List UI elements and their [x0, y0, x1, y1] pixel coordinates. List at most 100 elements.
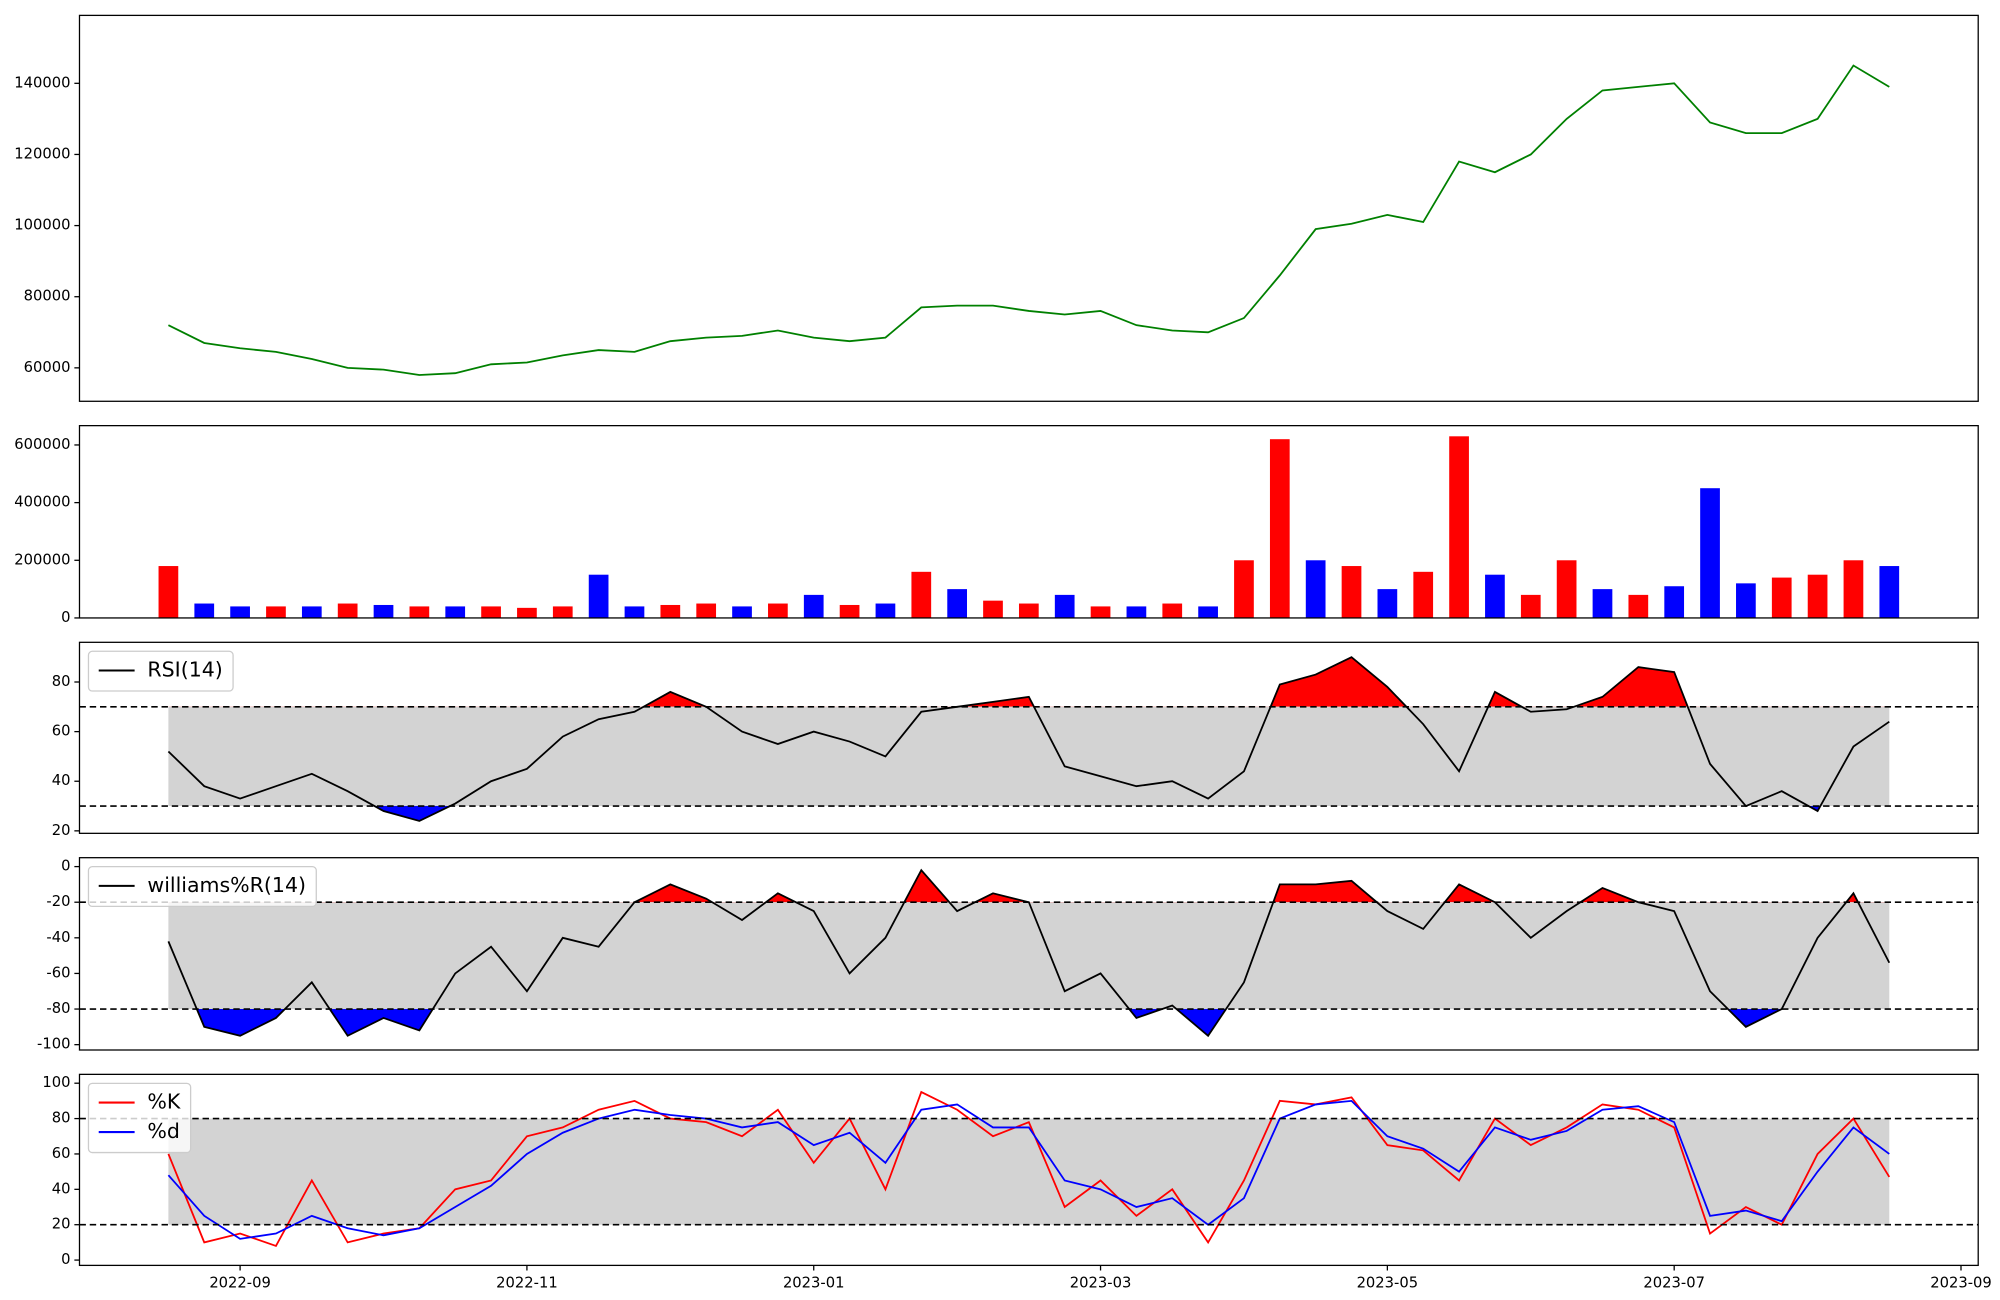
volume-bar	[1413, 571, 1434, 618]
volume-bar	[1090, 606, 1111, 618]
volume-bar	[875, 603, 896, 618]
y-tick-label: 60	[52, 723, 71, 740]
volume-bar	[1305, 560, 1326, 618]
threshold-band	[168, 706, 1890, 807]
legend-label: %d	[147, 1119, 180, 1143]
legend-label: williams%R(14)	[147, 873, 306, 897]
volume-bar	[1807, 574, 1828, 618]
legend: williams%R(14)	[87, 866, 317, 908]
threshold-band	[168, 902, 1890, 1010]
panel-frame	[78, 641, 1979, 834]
volume-bar	[1341, 566, 1362, 618]
volume-bar	[301, 606, 322, 618]
y-tick-label: 400000	[14, 494, 70, 511]
volume-bar	[1018, 603, 1039, 618]
plot-area	[79, 868, 1979, 1038]
y-tick-label: -60	[46, 964, 70, 981]
volume-bar	[1485, 574, 1505, 618]
volume-bar	[1520, 594, 1541, 618]
volume-bar	[1054, 594, 1075, 618]
series-line	[167, 1090, 1891, 1248]
x-tick-label: 2023-09	[1930, 1274, 1992, 1291]
volume-bar	[1664, 586, 1685, 618]
threshold-band	[168, 1118, 1890, 1225]
volume-bar	[1377, 589, 1398, 618]
y-tick-label: 60	[52, 1145, 71, 1162]
volume-bar	[266, 606, 286, 618]
legend-box	[87, 1082, 192, 1154]
y-tick-label: -80	[46, 1000, 70, 1017]
volume-bar	[624, 606, 645, 618]
volume-bar	[517, 607, 537, 618]
y-tick-label: 0	[61, 609, 70, 626]
volume-bar	[1269, 439, 1290, 618]
y-tick-label: 600000	[14, 436, 70, 453]
volume-bar	[1771, 577, 1792, 618]
volume-bar	[373, 604, 394, 618]
volume-bar	[839, 604, 860, 618]
volume-bar	[481, 606, 501, 618]
y-tick-label: 80000	[24, 288, 71, 305]
volume-bar	[1198, 606, 1218, 618]
x-tick-label: 2022-11	[496, 1274, 558, 1291]
panel-frame	[78, 425, 1979, 619]
volume-bar	[732, 606, 752, 618]
volume-bar	[1843, 560, 1864, 618]
y-tick-label: 100	[42, 1074, 70, 1091]
y-tick-label: 0	[61, 858, 70, 875]
y-tick-label: 200000	[14, 551, 70, 568]
y-tick-label: 40	[52, 1180, 71, 1197]
x-tick-label: 2023-05	[1357, 1274, 1419, 1291]
series-line	[167, 1099, 1890, 1240]
volume-bar	[947, 589, 968, 618]
y-tick-label: 20	[52, 1216, 71, 1233]
volume-bar	[588, 574, 609, 618]
volume-bar	[1592, 589, 1613, 618]
volume-bar	[1700, 488, 1720, 618]
x-tick-label: 2023-01	[783, 1274, 845, 1291]
volume-bar	[1126, 606, 1147, 618]
overbought-fill	[168, 870, 1890, 903]
y-tick-label: 20	[52, 822, 71, 839]
y-tick-label: 140000	[14, 74, 70, 91]
volume-bar	[445, 606, 466, 618]
volume-bar	[230, 606, 250, 618]
y-tick-label: -20	[46, 893, 70, 910]
series-line	[167, 656, 1890, 822]
volume-bar	[768, 603, 788, 618]
oversold-fill	[168, 1009, 1890, 1036]
y-tick-label: 120000	[14, 145, 70, 162]
volume-bar	[803, 594, 824, 618]
volume-bar	[552, 606, 573, 618]
volume-bar	[158, 566, 179, 618]
panel-frame	[78, 14, 1979, 402]
y-tick-label: 0	[61, 1251, 70, 1268]
y-tick-label: 80	[52, 1110, 71, 1127]
plot-area	[79, 656, 1979, 822]
legend: %K %d	[87, 1082, 192, 1154]
volume-bar	[660, 604, 681, 618]
y-tick-label: -100	[37, 1036, 70, 1053]
legend-box	[87, 650, 234, 692]
volume-bar	[1449, 436, 1469, 618]
plot-area	[168, 64, 1890, 376]
x-tick-label: 2023-07	[1643, 1274, 1705, 1291]
volume-bar	[696, 603, 717, 618]
panel-frame	[78, 1073, 1979, 1267]
y-tick-label: 40	[52, 772, 71, 789]
y-tick-label: 80	[52, 673, 71, 690]
y-tick-label: 100000	[14, 217, 70, 234]
price-line	[168, 64, 1890, 376]
legend-label: RSI(14)	[147, 658, 222, 682]
volume-bar	[1556, 560, 1577, 618]
volume-bar	[1879, 566, 1900, 618]
legend: RSI(14)	[87, 650, 234, 692]
volume-bar	[983, 600, 1003, 618]
plot-area	[158, 436, 1900, 618]
y-tick-label: 60000	[24, 359, 71, 376]
y-tick-label: -40	[46, 929, 70, 946]
volume-bar	[1162, 603, 1183, 618]
legend-box	[87, 866, 317, 908]
volume-bar	[1628, 594, 1649, 618]
volume-bar	[911, 571, 932, 618]
